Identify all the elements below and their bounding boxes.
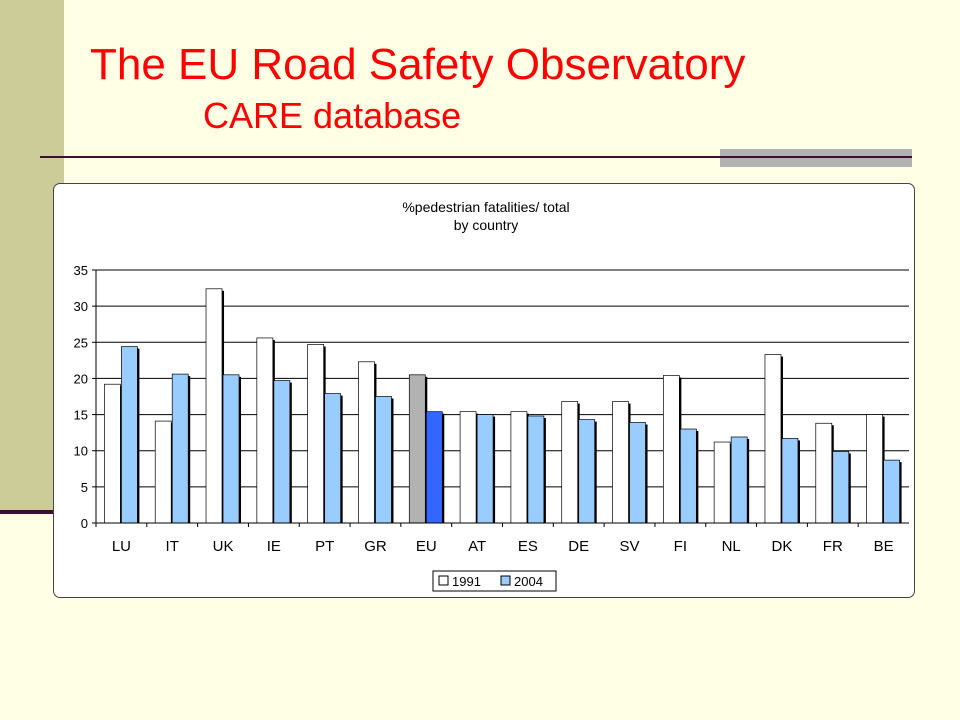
bar-1991-dk [764, 354, 782, 524]
x-tick-label: SV [620, 538, 640, 555]
bar-2004-fi [679, 428, 697, 524]
bar-2004-it [171, 373, 189, 524]
bar-1991-at [459, 411, 477, 524]
chart-title: %pedestrian fatalities/ total [402, 199, 569, 215]
bar-2004-fr [832, 451, 850, 524]
bar-2004-es [527, 415, 545, 524]
bar-1991-ie [256, 337, 274, 524]
chart-area: %pedestrian fatalities/ total by country… [53, 183, 915, 598]
bar-2004-nl [730, 436, 748, 524]
y-tick-label: 0 [81, 516, 88, 531]
x-tick-label: FI [674, 538, 687, 555]
bar-2004-sv [629, 422, 646, 524]
y-tick-label: 25 [74, 335, 88, 350]
y-tick-label: 15 [74, 408, 88, 423]
x-tick-label: PT [315, 538, 334, 555]
bar-1991-eu [408, 374, 426, 524]
bar-2004-uk [222, 374, 240, 524]
bar-1991-it [154, 420, 172, 524]
y-tick-label: 20 [74, 371, 88, 386]
bar-1991-nl [713, 441, 731, 524]
legend: 1991 2004 [432, 570, 557, 592]
bar-1991-fi [662, 375, 680, 524]
legend-box [432, 570, 557, 592]
x-tick-label: EU [416, 538, 437, 555]
bar-2004-dk [781, 438, 799, 524]
bar-1991-uk [205, 288, 223, 524]
legend-label-2004: 2004 [514, 574, 543, 589]
bar-2004-pt [324, 393, 342, 524]
x-tick-label: UK [213, 538, 234, 555]
bar-2004-ie [273, 380, 291, 524]
x-tick-label: DE [568, 538, 589, 555]
bar-2004-lu [121, 346, 138, 524]
slide-subtitle: CARE database [203, 95, 462, 136]
x-tick-label: LU [112, 538, 131, 555]
x-tick-label: GR [364, 538, 387, 555]
bar-2004-gr [375, 396, 392, 524]
bar-1991-be [866, 414, 883, 524]
x-tick-label: NL [722, 538, 741, 555]
chart-subtitle: by country [454, 217, 519, 233]
bar-chart: %pedestrian fatalities/ total by country… [74, 199, 909, 592]
legend-label-1991: 1991 [452, 574, 481, 589]
left-divider [0, 510, 56, 514]
bar-1991-fr [815, 422, 833, 524]
bar-1991-gr [358, 361, 375, 524]
axes: 0 5 10 15 20 25 30 35 LU IT UK IE PT GR EU AT ES DE SV FI NL… [74, 263, 909, 555]
bar-1991-de [561, 401, 579, 524]
bar-1991-pt [307, 344, 325, 524]
legend-swatch-1991 [438, 575, 449, 586]
bar-1991-sv [612, 401, 629, 524]
x-tick-label: IT [166, 538, 179, 555]
y-tick-label: 35 [74, 263, 88, 278]
x-tick-label: DK [772, 538, 793, 555]
x-tick-label: ES [518, 538, 538, 555]
x-tick-label: FR [823, 538, 843, 555]
slide-title: The EU Road Safety Observatory [90, 40, 746, 89]
bar-2004-de [578, 419, 596, 524]
y-tick-label: 5 [81, 480, 88, 495]
bar-1991-lu [104, 383, 121, 524]
x-tick-label: BE [874, 538, 894, 555]
legend-swatch-2004 [500, 575, 511, 586]
bars [104, 288, 902, 524]
bar-2004-be [883, 459, 900, 524]
bar-2004-at [476, 414, 494, 524]
title-divider [40, 156, 912, 158]
y-tick-label: 10 [74, 444, 88, 459]
x-tick-label: IE [267, 538, 281, 555]
bar-2004-eu [425, 411, 443, 524]
y-tick-label: 30 [74, 299, 88, 314]
bar-1991-es [510, 411, 528, 524]
x-tick-label: AT [468, 538, 486, 555]
title-divider-accent [720, 149, 912, 167]
